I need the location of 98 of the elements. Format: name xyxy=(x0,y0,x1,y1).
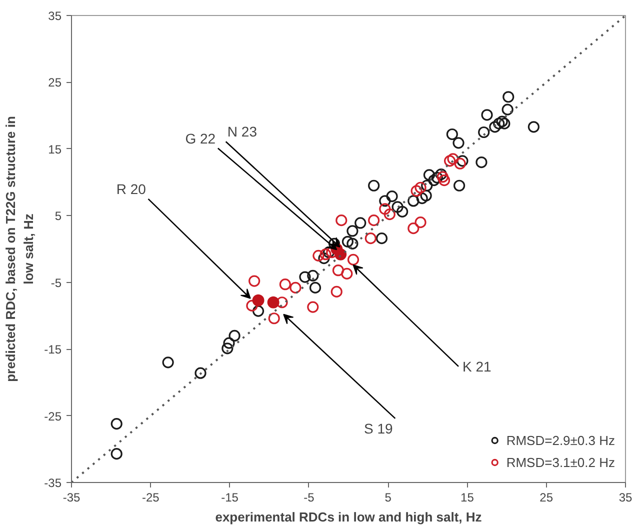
point xyxy=(110,448,122,460)
x-tick-label: 35 xyxy=(618,490,632,504)
y-tick-label: -5 xyxy=(50,276,62,290)
point xyxy=(110,418,122,430)
point xyxy=(489,121,501,133)
point xyxy=(368,180,380,192)
point xyxy=(384,208,396,220)
point xyxy=(438,174,450,186)
point xyxy=(330,286,342,298)
point xyxy=(410,185,422,197)
point xyxy=(444,155,456,167)
point xyxy=(454,158,466,170)
point xyxy=(347,254,360,266)
point xyxy=(246,300,258,312)
point xyxy=(346,238,358,250)
point xyxy=(354,217,366,229)
x-tick-label: 25 xyxy=(540,490,554,504)
annotation: N 23 xyxy=(227,124,258,140)
point xyxy=(416,192,428,204)
y-tick-label: -15 xyxy=(44,342,62,357)
y-tick-label: -25 xyxy=(44,409,62,424)
point xyxy=(341,268,353,280)
point xyxy=(396,206,408,218)
point xyxy=(456,155,468,167)
point xyxy=(222,342,234,354)
point xyxy=(478,126,490,138)
point xyxy=(318,252,330,264)
point xyxy=(342,236,354,248)
y-tick-label: -35 xyxy=(44,476,62,490)
annotation: G 22 xyxy=(185,130,216,146)
x-tick-label: -5 xyxy=(304,490,315,504)
point xyxy=(307,301,319,313)
point xyxy=(252,294,264,306)
point xyxy=(290,282,302,294)
point xyxy=(364,232,376,244)
point xyxy=(423,169,436,181)
point xyxy=(420,190,432,202)
x-tick-label: -35 xyxy=(62,490,80,504)
point xyxy=(162,356,174,368)
point xyxy=(496,116,508,128)
point xyxy=(421,180,433,192)
point xyxy=(320,248,332,260)
y-axis-title: predicted RDC, based on T22G structure in low salt, Hz xyxy=(3,116,36,382)
x-tick-label: 15 xyxy=(460,490,474,504)
point xyxy=(228,330,240,342)
point xyxy=(436,171,448,183)
point xyxy=(312,250,324,262)
point xyxy=(309,282,322,294)
y-tick-label: 25 xyxy=(48,76,62,90)
point xyxy=(379,195,391,207)
point xyxy=(414,182,426,194)
y-tick-label: 5 xyxy=(54,209,62,224)
point xyxy=(336,214,348,226)
legend-label: RMSD=3.1±0.2 Hz xyxy=(506,454,615,470)
y-tick-label: 35 xyxy=(48,9,62,23)
annotation: R 20 xyxy=(116,180,146,197)
point xyxy=(279,278,291,290)
point xyxy=(435,168,447,180)
point xyxy=(452,137,464,149)
point xyxy=(268,312,280,324)
point xyxy=(431,172,443,184)
point xyxy=(408,195,420,207)
point xyxy=(447,153,459,165)
x-tick-label: 5 xyxy=(384,490,392,504)
x-axis-title: experimental RDCs in low and high salt, Hz xyxy=(215,510,482,524)
point xyxy=(502,104,514,116)
point xyxy=(299,271,311,283)
point xyxy=(346,225,358,237)
point xyxy=(476,156,488,168)
point xyxy=(368,214,380,226)
point xyxy=(414,216,426,228)
point xyxy=(379,203,391,215)
point xyxy=(392,201,404,213)
point xyxy=(252,305,264,317)
point xyxy=(498,118,510,130)
point xyxy=(446,128,458,140)
point xyxy=(334,248,347,260)
point xyxy=(502,91,514,103)
point xyxy=(454,180,466,192)
point xyxy=(528,121,540,133)
annotation: K 21 xyxy=(462,358,492,374)
y-tick-label: 15 xyxy=(48,142,62,156)
point xyxy=(332,264,344,276)
point xyxy=(276,296,288,308)
point xyxy=(223,337,235,349)
point xyxy=(493,118,505,130)
x-tick-label: -25 xyxy=(142,490,160,504)
x-tick-label: -15 xyxy=(221,490,239,504)
annotation: S 19 xyxy=(364,420,394,436)
point xyxy=(307,270,319,282)
point xyxy=(376,232,388,244)
point xyxy=(248,275,260,287)
legend-label: RMSD=2.9±0.3 Hz xyxy=(506,432,615,448)
point xyxy=(481,109,493,121)
point xyxy=(408,222,420,234)
point xyxy=(194,367,206,379)
point xyxy=(267,296,280,308)
point xyxy=(386,190,398,202)
